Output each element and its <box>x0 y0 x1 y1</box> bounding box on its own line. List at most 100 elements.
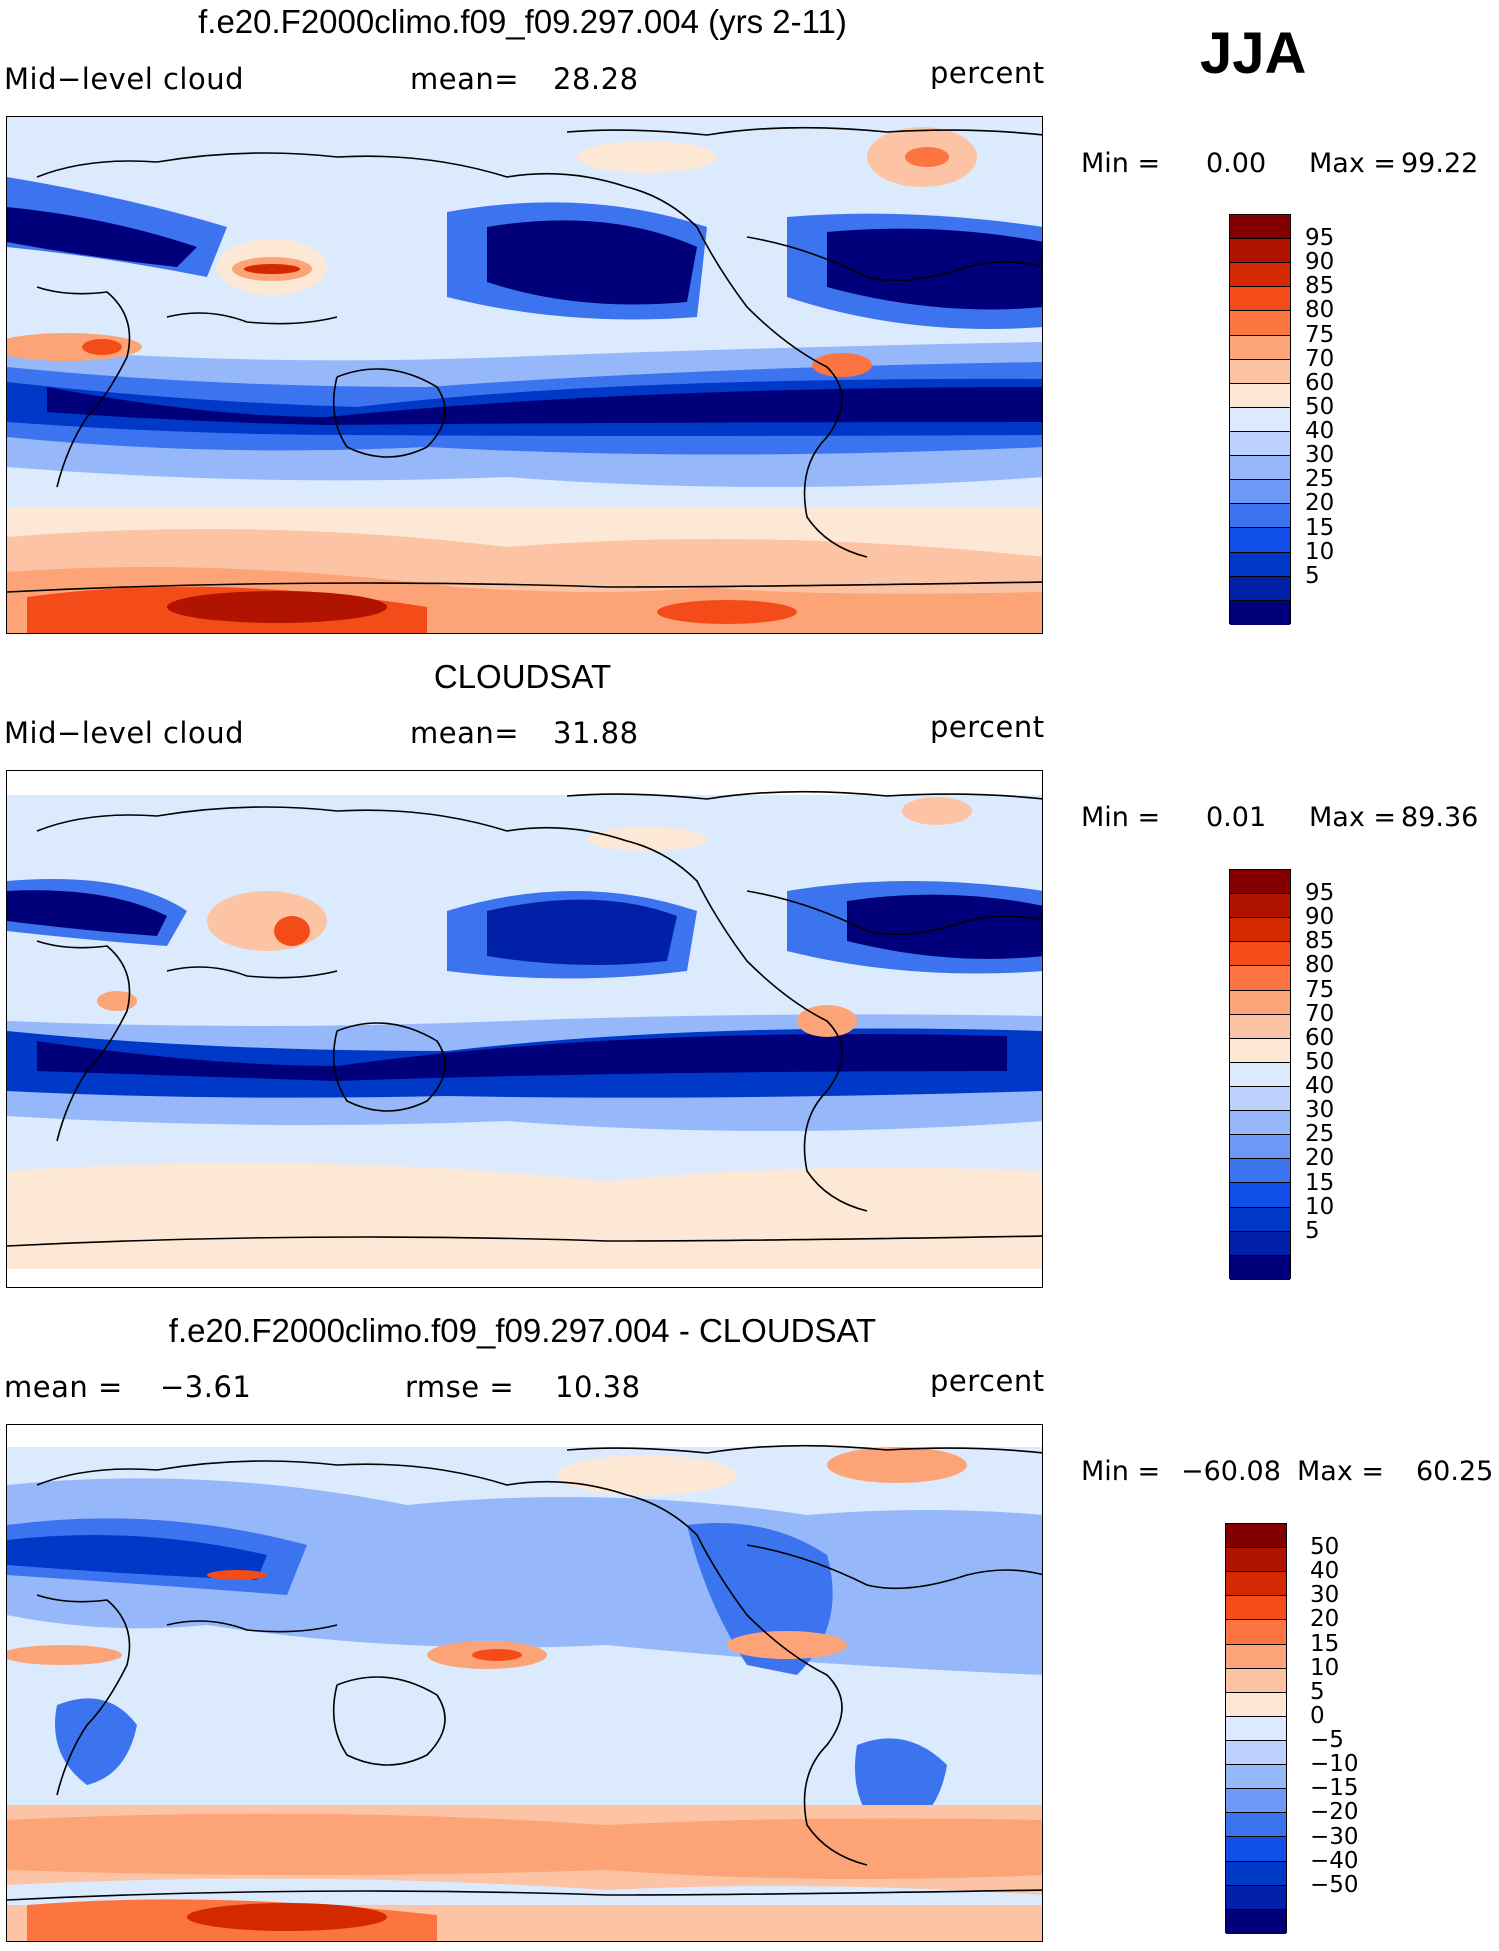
panel-1-max-value: 99.22 <box>1401 148 1479 179</box>
panel-3-map <box>6 1424 1043 1942</box>
colorbar-swatch <box>1230 335 1290 360</box>
panel-1-units: percent <box>930 56 1045 90</box>
colorbar-tick-label: 70 <box>1305 345 1335 372</box>
colorbar-tick-label: 75 <box>1305 321 1335 348</box>
colorbar-swatch <box>1230 1062 1290 1087</box>
panel-3-mean-value: −3.61 <box>160 1370 252 1404</box>
colorbar-swatch <box>1226 1596 1286 1621</box>
panel-2-map <box>6 770 1043 1288</box>
colorbar-tick-label: 90 <box>1305 249 1335 276</box>
colorbar-tick-label: 5 <box>1310 1678 1325 1705</box>
colorbar-tick-label: 40 <box>1305 418 1335 445</box>
panel-1-mean-value: 28.28 <box>553 62 639 96</box>
colorbar-tick-label: 5 <box>1305 562 1320 589</box>
colorbar-tick-label: −40 <box>1310 1847 1359 1874</box>
colorbar-tick-label: −10 <box>1310 1751 1359 1778</box>
map-difference-field <box>7 1425 1042 1941</box>
colorbar-tick-label: 50 <box>1305 393 1335 420</box>
colorbar-swatch <box>1230 1086 1290 1112</box>
colorbar-swatch <box>1230 1255 1290 1280</box>
colorbar-swatch <box>1230 215 1290 240</box>
panel-3-colorbar <box>1225 1523 1287 1934</box>
colorbar-swatch <box>1230 918 1290 943</box>
panel-1-mean-label: mean= <box>410 62 520 96</box>
colorbar-tick-label: 40 <box>1305 1073 1335 1100</box>
colorbar-swatch <box>1230 990 1290 1015</box>
colorbar-swatch <box>1230 1135 1290 1160</box>
colorbar-swatch <box>1230 311 1290 336</box>
colorbar-swatch <box>1230 528 1290 553</box>
colorbar-swatch <box>1230 359 1290 384</box>
colorbar-swatch <box>1230 1159 1290 1184</box>
colorbar-swatch <box>1230 383 1290 408</box>
panel-3-max-label: Max = <box>1297 1456 1385 1487</box>
colorbar-swatch <box>1230 1111 1290 1136</box>
panel-3-min-value: −60.08 <box>1181 1456 1281 1487</box>
colorbar-tick-label: 30 <box>1305 442 1335 469</box>
colorbar-swatch <box>1226 1548 1286 1573</box>
colorbar-swatch <box>1226 1620 1286 1645</box>
colorbar-swatch <box>1226 1668 1286 1693</box>
panel-3-min-label: Min = <box>1081 1456 1161 1487</box>
panel-3-min-max: Min = −60.08 Max = 60.25 <box>1081 1456 1499 1488</box>
colorbar-swatch <box>1230 456 1290 481</box>
colorbar-swatch <box>1226 1837 1286 1862</box>
colorbar-swatch <box>1230 552 1290 577</box>
colorbar-tick-label: 80 <box>1305 952 1335 979</box>
panel-2-min-label: Min = <box>1081 802 1161 833</box>
colorbar-swatch <box>1230 1014 1290 1039</box>
colorbar-swatch <box>1230 407 1290 432</box>
colorbar-swatch <box>1226 1861 1286 1886</box>
colorbar-tick-label: 90 <box>1305 904 1335 931</box>
colorbar-swatch <box>1230 1231 1290 1256</box>
colorbar-swatch <box>1230 431 1290 457</box>
panel-2-min-max: Min = 0.01 Max = 89.36 <box>1081 802 1499 834</box>
colorbar-tick-label: 0 <box>1310 1702 1325 1729</box>
colorbar-tick-label: 95 <box>1305 880 1335 907</box>
panel-3-mean-label: mean = <box>4 1370 123 1404</box>
colorbar-swatch <box>1230 942 1290 967</box>
colorbar-tick-label: −15 <box>1310 1775 1359 1802</box>
panel-2-title: CLOUDSAT <box>433 658 612 695</box>
colorbar-tick-label: 60 <box>1305 1024 1335 1051</box>
colorbar-tick-label: 25 <box>1305 466 1335 493</box>
colorbar-tick-label: 40 <box>1310 1558 1340 1585</box>
colorbar-swatch <box>1230 504 1290 529</box>
panel-3-max-value: 60.25 <box>1416 1456 1494 1487</box>
colorbar-swatch <box>1226 1909 1286 1934</box>
colorbar-tick-label: 80 <box>1305 297 1335 324</box>
panel-2-units: percent <box>930 710 1045 744</box>
colorbar-swatch <box>1226 1716 1286 1741</box>
colorbar-tick-label: 25 <box>1305 1121 1335 1148</box>
colorbar-tick-label: 20 <box>1305 490 1335 517</box>
map-observed-field <box>7 771 1042 1287</box>
colorbar-swatch <box>1230 287 1290 312</box>
colorbar-swatch <box>1226 1765 1286 1790</box>
season-label: JJA <box>1200 21 1307 86</box>
colorbar-swatch <box>1230 480 1290 505</box>
colorbar-swatch <box>1230 263 1290 288</box>
colorbar-swatch <box>1226 1524 1286 1549</box>
panel-1-variable: Mid−level cloud <box>4 62 244 96</box>
colorbar-tick-label: 10 <box>1305 538 1335 565</box>
colorbar-tick-label: 30 <box>1310 1582 1340 1609</box>
colorbar-tick-label: 95 <box>1305 225 1335 252</box>
colorbar-swatch <box>1230 576 1290 601</box>
colorbar-tick-label: 85 <box>1305 273 1335 300</box>
panel-3-rmse-value: 10.38 <box>555 1370 641 1404</box>
panel-2-variable: Mid−level cloud <box>4 716 244 750</box>
panel-2-colorbar <box>1229 869 1291 1280</box>
colorbar-tick-label: 60 <box>1305 369 1335 396</box>
colorbar-tick-label: 15 <box>1305 514 1335 541</box>
colorbar-swatch <box>1226 1692 1286 1717</box>
colorbar-tick-label: −30 <box>1310 1823 1359 1850</box>
colorbar-tick-label: 10 <box>1310 1654 1340 1681</box>
panel-1-map <box>6 116 1043 634</box>
panel-1-title: f.e20.F2000climo.f09_f09.297.004 (yrs 2-… <box>198 3 847 40</box>
panel-1-min-max: Min = 0.00 Max = 99.22 <box>1081 148 1499 180</box>
panel-3-title: f.e20.F2000climo.f09_f09.297.004 - CLOUD… <box>168 1312 877 1349</box>
colorbar-swatch <box>1230 1038 1290 1063</box>
colorbar-tick-label: 75 <box>1305 976 1335 1003</box>
panel-2-min-value: 0.01 <box>1206 802 1267 833</box>
panel-1-max-label: Max = <box>1309 148 1397 179</box>
